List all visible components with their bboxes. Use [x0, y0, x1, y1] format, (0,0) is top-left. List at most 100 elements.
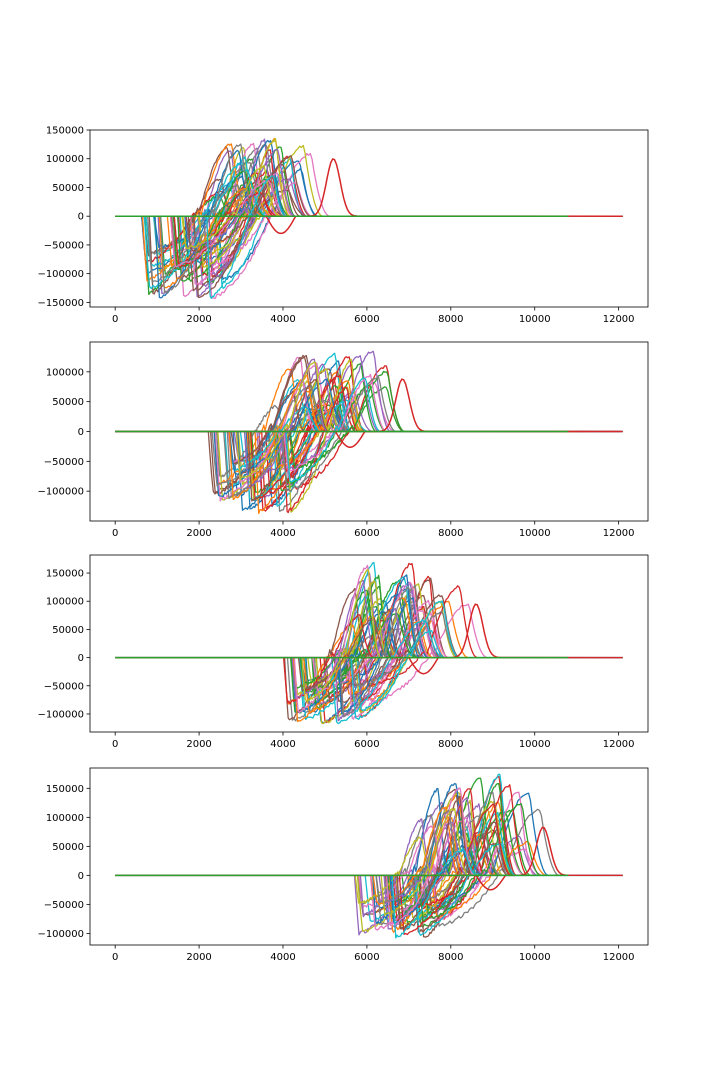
x-tick-label: 6000	[354, 314, 379, 325]
y-tick-label: −50000	[44, 240, 84, 251]
series-line	[115, 605, 579, 703]
y-tick-label: −50000	[44, 457, 84, 468]
subplot-2: 0 2000 4000 6000 8000 10000 12000 −100000 −50000…	[37, 341, 649, 539]
series-line	[115, 370, 584, 470]
series-line	[115, 375, 566, 493]
series-line	[115, 603, 577, 703]
y-tick-label: −50000	[44, 900, 84, 911]
series-line	[115, 795, 557, 930]
series-line	[115, 405, 601, 472]
y-tick-label: 150000	[46, 126, 84, 137]
x-tick-label: 4000	[270, 314, 295, 325]
series-line	[115, 358, 618, 489]
series-line	[115, 148, 571, 249]
series-line	[115, 168, 562, 281]
y-tick-label: −100000	[37, 709, 84, 720]
x-tick-label: 4000	[270, 528, 295, 539]
axes-frame	[89, 554, 649, 733]
axes-frame	[89, 129, 649, 308]
y-tick-label: 50000	[52, 842, 84, 853]
series-line	[115, 821, 595, 933]
series-line	[115, 361, 577, 481]
series-line	[115, 608, 586, 703]
x-tick-label: 4000	[270, 739, 295, 750]
series-line	[115, 796, 575, 930]
series-line	[115, 610, 596, 714]
x-tick-label: 10000	[519, 314, 551, 325]
x-tick-label: 8000	[438, 952, 463, 963]
series-group	[115, 137, 623, 300]
series-line	[115, 137, 610, 268]
series-line	[115, 378, 575, 502]
x-tick-label: 12000	[603, 952, 635, 963]
series-line	[115, 178, 556, 287]
y-tick-label: 100000	[46, 367, 84, 378]
series-line	[115, 386, 596, 514]
y-tick-label: 0	[78, 653, 84, 664]
x-tick-label: 0	[112, 952, 118, 963]
series-line	[115, 609, 552, 720]
series-line	[115, 583, 597, 725]
y-tick-label: 50000	[52, 183, 84, 194]
y-tick-label: −100000	[37, 487, 84, 498]
series-line	[115, 158, 618, 289]
subplot-3: 0 2000 4000 6000 8000 10000 12000 −100000 −50000…	[37, 554, 649, 750]
series-line	[115, 587, 610, 717]
x-tick-label: 10000	[519, 528, 551, 539]
x-tick-label: 12000	[603, 528, 635, 539]
series-line	[115, 782, 577, 909]
x-tick-label: 4000	[270, 952, 295, 963]
x-tick-label: 2000	[186, 314, 211, 325]
x-tick-label: 8000	[438, 314, 463, 325]
x-tick-label: 8000	[438, 528, 463, 539]
series-line	[115, 384, 555, 487]
y-tick-label: −100000	[37, 929, 84, 940]
series-line	[115, 390, 562, 465]
series-line	[115, 803, 599, 936]
x-tick-label: 6000	[354, 739, 379, 750]
x-tick-label: 6000	[354, 952, 379, 963]
x-tick-label: 12000	[603, 739, 635, 750]
y-tick-label: 100000	[46, 154, 84, 165]
y-tick-label: −50000	[44, 681, 84, 692]
x-tick-label: 8000	[438, 739, 463, 750]
series-line	[115, 836, 575, 904]
series-line	[115, 379, 588, 489]
x-tick-label: 0	[112, 528, 118, 539]
series-line	[115, 377, 553, 483]
y-tick-label: 150000	[46, 784, 84, 795]
x-tick-label: 10000	[519, 952, 551, 963]
y-tick-label: 100000	[46, 597, 84, 608]
subplot-4: 0 2000 4000 6000 8000 10000 12000 −100000 −50000…	[37, 767, 649, 963]
series-line	[115, 354, 601, 496]
series-line	[115, 360, 554, 508]
x-tick-label: 10000	[519, 739, 551, 750]
series-line	[115, 808, 601, 927]
x-tick-label: 0	[112, 314, 118, 325]
y-tick-label: 0	[78, 427, 84, 438]
y-tick-label: 0	[78, 871, 84, 882]
series-line	[115, 144, 589, 256]
series-line	[115, 616, 576, 692]
series-line	[115, 374, 579, 501]
series-line	[115, 600, 612, 720]
series-line	[115, 847, 619, 939]
x-tick-label: 2000	[186, 952, 211, 963]
series-line	[115, 402, 579, 515]
x-tick-label: 2000	[186, 739, 211, 750]
y-tick-label: 50000	[52, 625, 84, 636]
series-line	[115, 175, 616, 299]
series-line	[115, 787, 556, 925]
series-line	[115, 564, 590, 713]
series-line	[115, 152, 577, 300]
series-line	[115, 380, 589, 469]
series-line	[115, 139, 580, 262]
series-line	[115, 188, 604, 292]
subplot-1: 0 2000 4000 6000 8000 10000 12000 −150000 −10000…	[37, 126, 649, 325]
series-line	[115, 818, 577, 918]
series-line	[115, 787, 593, 927]
series-group	[115, 773, 623, 939]
y-tick-label: 100000	[46, 813, 84, 824]
